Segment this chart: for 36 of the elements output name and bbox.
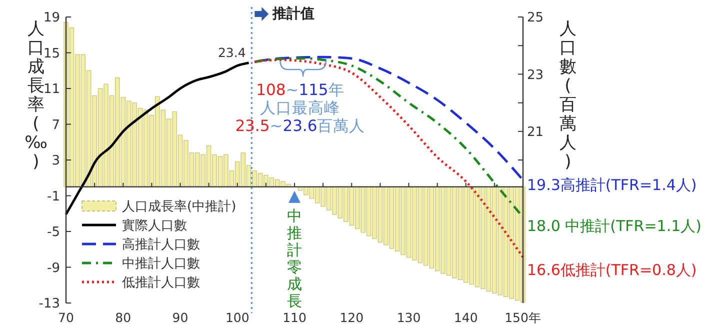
legend-label: 低推計人口數 bbox=[122, 276, 200, 291]
y-tick-label: 15 bbox=[43, 46, 60, 62]
x-tick-label: 90 bbox=[172, 310, 188, 325]
annotation: 人口最高峰 bbox=[260, 99, 340, 117]
x-tick-label: 120 bbox=[340, 310, 364, 325]
x-tick-label: 80 bbox=[115, 310, 132, 325]
y-tick-label: 3 bbox=[52, 154, 60, 169]
y-tick-label: 19 bbox=[43, 10, 60, 26]
y2-tick-label: 21 bbox=[527, 124, 544, 140]
y-tick-label: 11 bbox=[43, 82, 60, 98]
x-tick-label: 150年 bbox=[504, 310, 542, 325]
x-tick-label: 100 bbox=[225, 310, 250, 325]
legend-label: 高推計人口數 bbox=[122, 236, 200, 253]
y-tick-label: -9 bbox=[47, 260, 60, 276]
annotation: 中推計零成長 bbox=[287, 206, 302, 310]
legend-label: 實際人口數 bbox=[122, 218, 187, 234]
legend-label: 人口成長率(中推計) bbox=[122, 198, 236, 215]
annotation: 23.5~23.6百萬人 bbox=[235, 117, 366, 135]
y-tick-label: -1 bbox=[47, 189, 60, 204]
text: 19.3高推計(TFR=1.4人) bbox=[527, 176, 697, 194]
y-tick-label: -5 bbox=[47, 225, 60, 240]
x-tick-label: 70 bbox=[58, 310, 74, 325]
x-tick-label: 130 bbox=[396, 310, 421, 325]
y2-axis-title: 人口數(百萬人) bbox=[560, 19, 576, 172]
ref-line-label: 推計值 bbox=[272, 6, 315, 22]
text: 16.6低推計(TFR=0.8人) bbox=[527, 261, 697, 280]
y2-tick-label: 23 bbox=[527, 68, 544, 83]
y2-tick-label: 25 bbox=[527, 10, 544, 26]
annotation: 23.4 bbox=[218, 44, 246, 60]
annotation: 108~115年 bbox=[256, 81, 344, 99]
y-tick-label: -13 bbox=[38, 296, 60, 312]
x-tick-label: 110 bbox=[282, 310, 306, 325]
legend-label: 中推計人口數 bbox=[122, 256, 200, 272]
text: 18.0 中推計(TFR=1.1人) bbox=[527, 217, 702, 236]
x-tick-label: 140 bbox=[454, 310, 478, 325]
y-tick-label: 7 bbox=[52, 118, 60, 133]
